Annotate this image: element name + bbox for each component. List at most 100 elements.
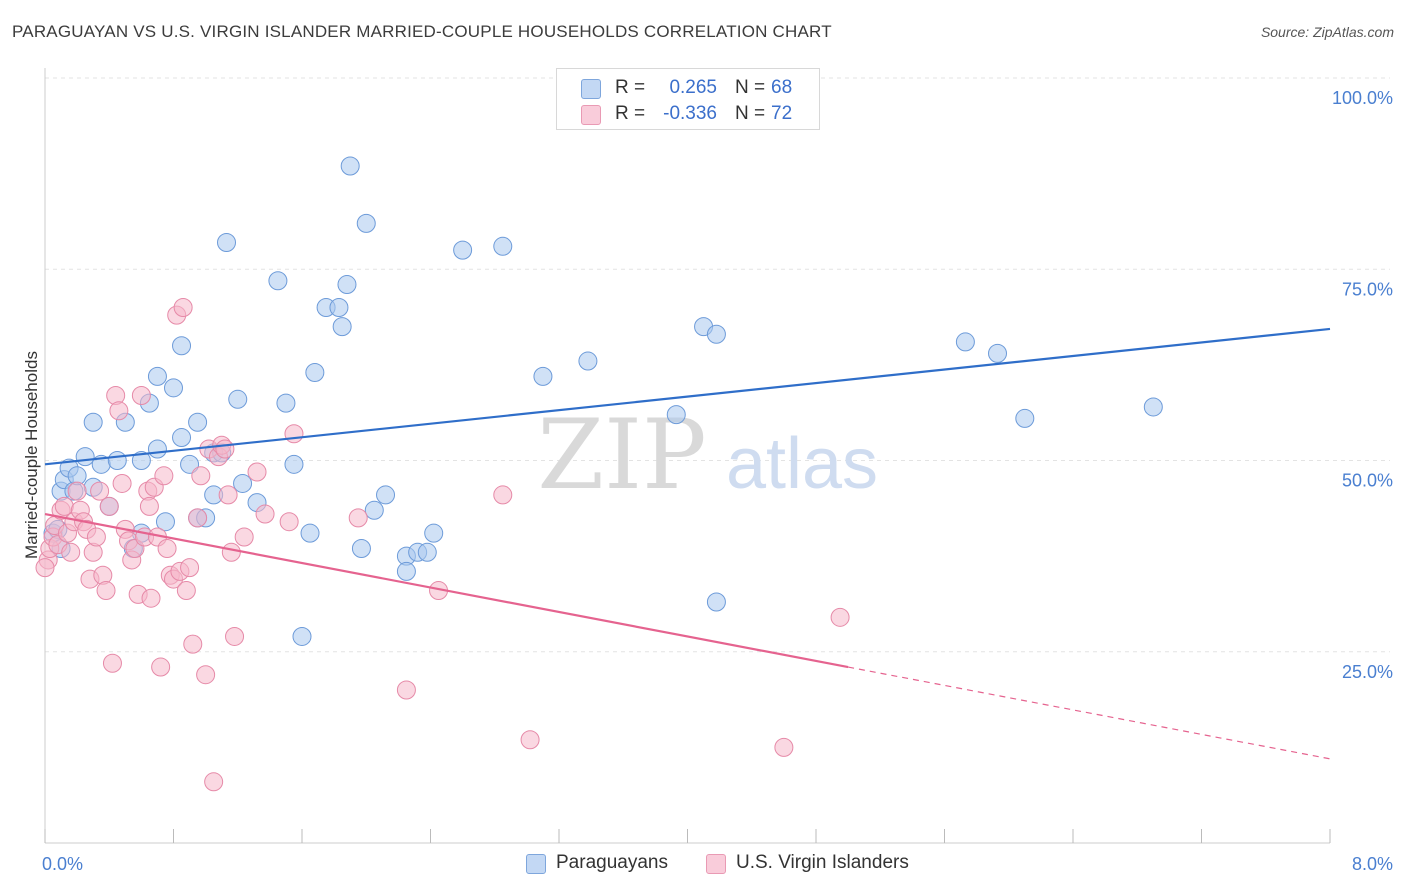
point-virgin-islander <box>247 462 267 482</box>
point-paraguayan <box>396 561 416 581</box>
chart-title: PARAGUAYAN VS U.S. VIRGIN ISLANDER MARRI… <box>12 22 832 41</box>
grid-lines <box>45 77 1390 653</box>
legend-label: U.S. Virgin Islanders <box>736 852 909 873</box>
trend-line-1 <box>44 512 849 669</box>
point-virgin-islander <box>131 385 151 405</box>
point-paraguayan <box>233 473 253 493</box>
tick-labels: 25.0% 50.0% 75.0% 100.0% 0.0% 8.0% <box>42 88 1393 874</box>
point-paraguayan <box>424 523 444 543</box>
point-virgin-islander <box>109 401 129 421</box>
point-virgin-islander <box>520 730 540 750</box>
point-virgin-islander <box>221 542 241 562</box>
point-paraguayan <box>988 343 1008 363</box>
point-paraguayan <box>356 213 376 233</box>
stats-legend: R = 0.265 N = 68 R = -0.336 N = 72 <box>556 68 820 130</box>
point-paraguayan <box>164 378 183 398</box>
trend-lines <box>44 327 1331 760</box>
point-paraguayan <box>147 439 167 459</box>
point-virgin-islander <box>191 466 211 486</box>
trend-line-extension-1 <box>848 666 1331 760</box>
stats-row-paraguayans: R = 0.265 N = 68 <box>557 75 819 101</box>
point-virgin-islander <box>106 385 126 405</box>
point-paraguayan <box>666 405 686 425</box>
point-paraguayan <box>268 271 288 291</box>
point-virgin-islander <box>188 508 208 528</box>
point-virgin-islander <box>218 485 238 505</box>
n-value: 68 <box>771 77 793 98</box>
point-virgin-islander <box>830 607 850 627</box>
point-virgin-islander <box>61 542 81 562</box>
axes <box>44 68 1331 844</box>
point-virgin-islander <box>96 581 116 601</box>
pink-swatch <box>706 854 726 874</box>
series-legend: Paraguayans U.S. Virgin Islanders <box>0 852 1406 878</box>
watermark-atlas: atlas <box>726 424 878 504</box>
point-paraguayan <box>300 523 320 543</box>
point-virgin-islander <box>255 504 275 524</box>
point-paraguayan <box>493 236 513 256</box>
point-paraguayan <box>706 324 726 344</box>
data-points <box>35 156 1163 792</box>
point-virgin-islander <box>173 298 193 317</box>
point-paraguayan <box>1143 397 1163 417</box>
point-paraguayan <box>180 454 200 474</box>
y-tick-label: 100.0% <box>1332 88 1393 108</box>
point-virgin-islander <box>196 665 216 685</box>
y-tick-label: 75.0% <box>1342 279 1393 299</box>
point-virgin-islander <box>83 542 103 562</box>
point-paraguayan <box>83 412 103 432</box>
point-paraguayan <box>284 454 304 474</box>
r-label: R = <box>615 77 646 98</box>
point-virgin-islander <box>90 481 110 501</box>
source-label: Source: ZipAtlas.com <box>1260 24 1394 40</box>
point-virgin-islander <box>183 634 203 654</box>
point-virgin-islander <box>139 496 159 516</box>
point-paraguayan <box>340 156 360 176</box>
y-tick-label: 25.0% <box>1342 662 1393 682</box>
point-virgin-islander <box>102 653 122 673</box>
point-virgin-islander <box>225 626 245 646</box>
n-label: N = <box>735 103 766 124</box>
point-virgin-islander <box>774 737 794 757</box>
point-paraguayan <box>351 538 371 558</box>
point-virgin-islander <box>215 439 235 459</box>
point-virgin-islander <box>284 424 304 444</box>
blue-swatch <box>581 79 601 99</box>
point-paraguayan <box>292 626 312 646</box>
point-virgin-islander <box>396 680 416 700</box>
point-virgin-islander <box>54 496 74 516</box>
point-virgin-islander <box>93 565 113 585</box>
point-virgin-islander <box>151 657 171 677</box>
point-paraguayan <box>376 485 396 505</box>
point-paraguayan <box>147 366 167 386</box>
point-virgin-islander <box>35 558 55 578</box>
point-paraguayan <box>155 512 175 532</box>
point-paraguayan <box>228 389 248 409</box>
r-label: R = <box>615 103 646 124</box>
point-virgin-islander <box>112 473 132 493</box>
n-value: 72 <box>771 103 793 124</box>
point-paraguayan <box>329 298 349 317</box>
point-virgin-islander <box>99 496 119 516</box>
point-paraguayan <box>75 447 95 467</box>
point-paraguayan <box>276 393 296 413</box>
blue-swatch <box>526 854 546 874</box>
x-tick-label: 8.0% <box>1352 854 1393 874</box>
point-paraguayan <box>188 412 208 432</box>
pink-swatch <box>581 105 601 125</box>
point-virgin-islander <box>141 588 161 608</box>
point-paraguayan <box>955 332 975 352</box>
point-paraguayan <box>332 317 352 337</box>
point-paraguayan <box>533 366 553 386</box>
point-paraguayan <box>217 232 237 252</box>
n-label: N = <box>735 77 766 98</box>
point-virgin-islander <box>180 558 200 578</box>
watermark: ZIP atlas <box>537 399 878 511</box>
stats-row-virgin-islanders: R = -0.336 N = 72 <box>557 101 819 127</box>
point-paraguayan <box>107 451 127 470</box>
y-tick-label: 50.0% <box>1342 471 1393 491</box>
point-virgin-islander <box>279 512 299 532</box>
point-virgin-islander <box>348 508 368 528</box>
y-axis-label: Married-couple Households <box>22 351 41 559</box>
